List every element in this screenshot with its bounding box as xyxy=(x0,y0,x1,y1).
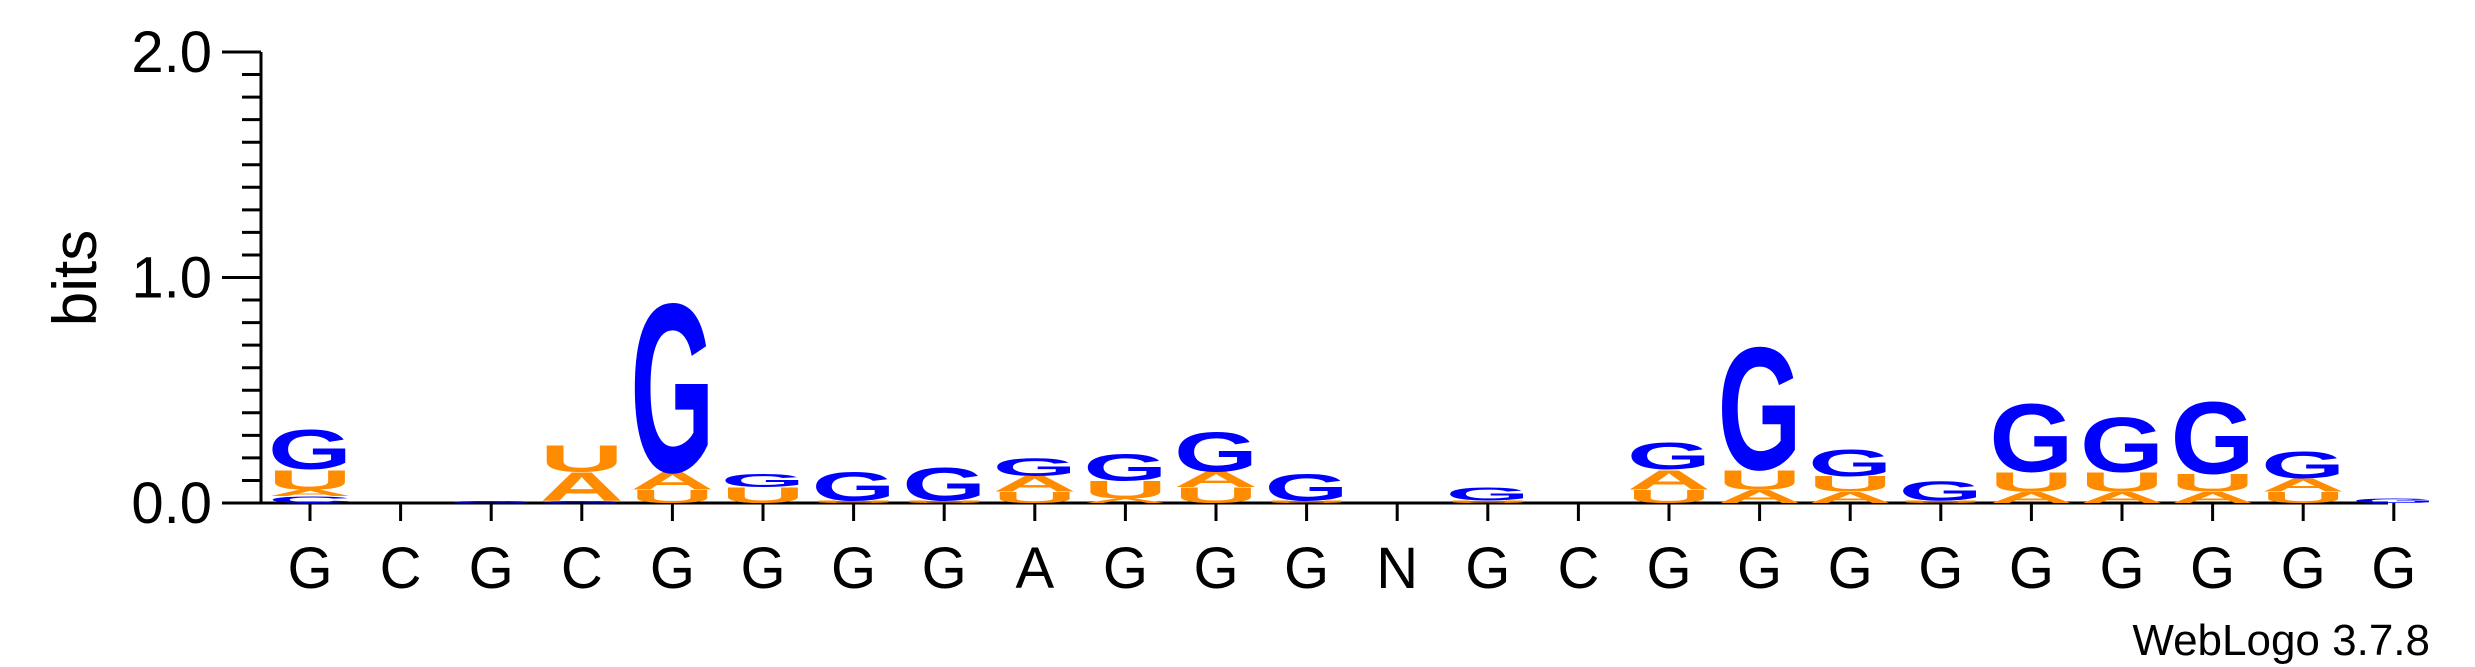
logo-letter-G: G xyxy=(1899,475,1983,506)
logo-letter-U: U xyxy=(540,438,624,480)
x-tick-label: G xyxy=(2371,536,2416,601)
x-tick-label: G xyxy=(1828,536,1873,601)
logo-letter-A: A xyxy=(1083,497,1167,504)
logo-letter-A: A xyxy=(1627,464,1711,496)
logo-letter-G: G xyxy=(902,458,986,510)
y-tick-label: 2.0 xyxy=(131,20,212,85)
logo-letter-A: A xyxy=(1718,486,1802,507)
x-tick-label: G xyxy=(469,536,514,601)
logo-letter-A: A xyxy=(1174,467,1258,492)
logo-letter-G: G xyxy=(993,453,1077,481)
x-tick-label: A xyxy=(1015,536,1054,601)
x-tick-label: G xyxy=(922,536,967,601)
x-tick-label: G xyxy=(1193,536,1238,601)
x-tick-label: G xyxy=(1103,536,1148,601)
logo-letter-U: U xyxy=(268,464,352,496)
x-tick-label: G xyxy=(1737,536,1782,601)
logo-letter-U: U xyxy=(630,486,714,507)
y-ticks: 0.0 1.0 2.0 xyxy=(131,20,261,536)
logo-letter-C: C xyxy=(268,495,352,505)
logo-letter-U: U xyxy=(1627,486,1711,507)
y-tick-label: 1.0 xyxy=(131,246,212,311)
logo-letter-G: G xyxy=(2261,445,2345,487)
logo-letter-G: G xyxy=(630,253,714,523)
logo-letter-U: U xyxy=(902,500,986,503)
y-axis-label: bits xyxy=(41,230,110,326)
logo-letter-U: U xyxy=(1446,500,1530,503)
logo-letter-G: G xyxy=(1083,447,1167,489)
logo-letter-G: G xyxy=(2080,401,2164,488)
logo-letter-U: U xyxy=(2171,469,2255,497)
logo-letter-A: A xyxy=(540,464,624,509)
x-tick-label: C xyxy=(1557,536,1599,601)
logo-letter-A: A xyxy=(2080,489,2164,507)
x-tick-label: G xyxy=(1465,536,1510,601)
logo-letter-G: G xyxy=(1174,421,1258,484)
logo-letter-U: U xyxy=(1718,464,1802,496)
logo-letter-A: A xyxy=(993,472,1077,497)
logo-letter-U: U xyxy=(1265,500,1349,503)
logo-letter-G: G xyxy=(1808,442,1892,484)
logo-letter-U: U xyxy=(2080,466,2164,498)
logo-letter-G: G xyxy=(1446,484,1530,505)
x-tick-label: G xyxy=(831,536,876,601)
logo-letter-G: G xyxy=(540,500,624,503)
logo-letter-U: U xyxy=(812,500,896,503)
x-tick-label: G xyxy=(2281,536,2326,601)
logo-letter-A: A xyxy=(2261,475,2345,496)
logo-letter-G: G xyxy=(1627,436,1711,478)
logo-letter-G: G xyxy=(812,464,896,509)
logo-letter-U: U xyxy=(2261,489,2345,507)
x-tick-label: G xyxy=(650,536,695,601)
logo-letter-G: G xyxy=(1265,467,1349,509)
x-tick-label: G xyxy=(1646,536,1691,601)
y-tick-label: 0.0 xyxy=(131,471,212,536)
logo-letter-A: A xyxy=(1989,489,2073,507)
logo-letter-G: G xyxy=(1718,310,1802,506)
logo-letter-A: A xyxy=(630,467,714,495)
logo-letter-G: G xyxy=(1989,383,2073,492)
logo-letter-G: G xyxy=(449,500,533,503)
x-tick-label: N xyxy=(1376,536,1418,601)
logo-letter-A: A xyxy=(1808,489,1892,507)
x-tick-label: C xyxy=(380,536,422,601)
logo-letter-U: U xyxy=(1083,476,1167,504)
x-tick-label: G xyxy=(1284,536,1329,601)
x-tick-label: G xyxy=(2099,536,2144,601)
logo-letter-A: A xyxy=(2171,489,2255,507)
x-tick-label: C xyxy=(561,536,603,601)
logo-letter-U: U xyxy=(993,489,1077,507)
x-tick-label: G xyxy=(740,536,785,601)
x-tick-label: G xyxy=(1918,536,1963,601)
logo-letter-U: U xyxy=(1989,466,2073,498)
logo-letter-G: G xyxy=(2171,381,2255,496)
logo-letter-A: A xyxy=(268,488,352,498)
logo-letter-G: G xyxy=(2352,497,2436,504)
x-tick-label: G xyxy=(2190,536,2235,601)
x-tick-label: G xyxy=(2009,536,2054,601)
logo-letter-G: G xyxy=(721,470,805,491)
logo-letter-U: U xyxy=(1899,500,1983,503)
weblogo-credit: WebLogo 3.7.8 xyxy=(2132,616,2430,665)
logo-letter-G: G xyxy=(268,419,352,482)
x-tick-label: G xyxy=(287,536,332,601)
logo-letter-U: U xyxy=(1808,472,1892,497)
